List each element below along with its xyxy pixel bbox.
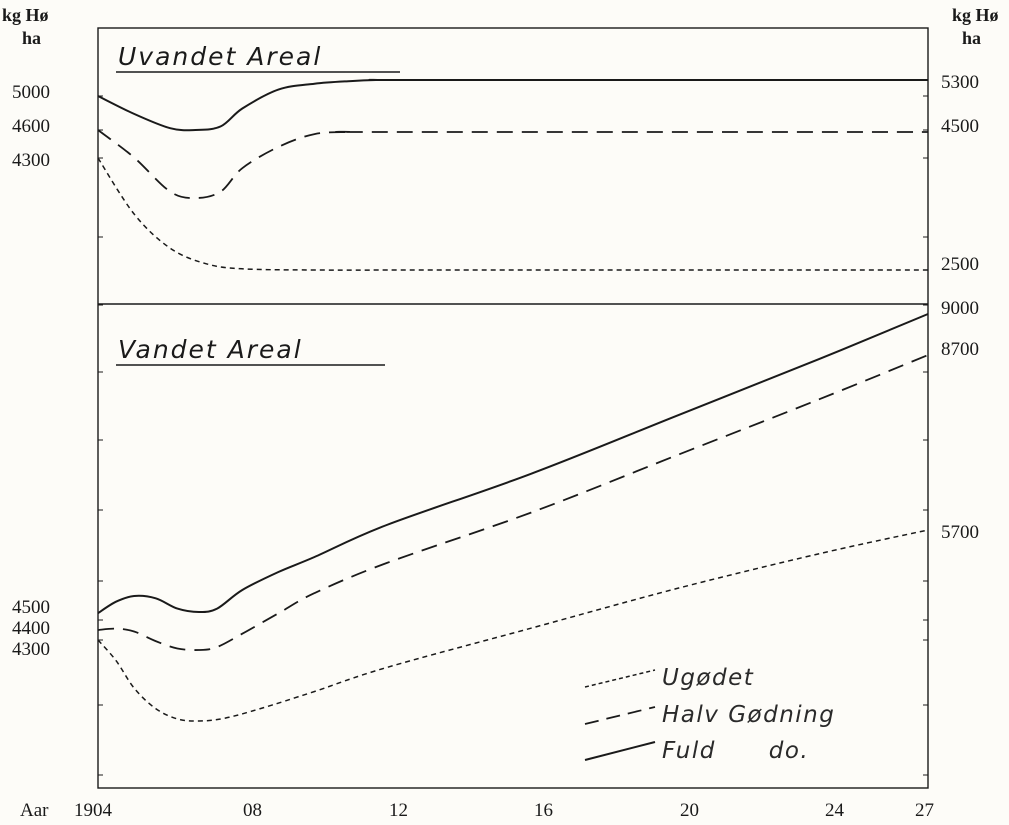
legend-swatch-dot: [584, 669, 656, 688]
left-tick-label: 4600: [12, 116, 50, 137]
left-unit-top: kg Hø: [2, 5, 49, 25]
x-tick-label: 12: [389, 800, 408, 821]
x-tick-label: 27: [915, 800, 934, 821]
left-tick-label: 4400: [12, 618, 50, 639]
top-panel-title: Uvandet Areal: [118, 42, 322, 71]
left-tick-label: 4500: [12, 597, 50, 618]
left-tick-marks: [98, 95, 103, 776]
x-tick-label: 1904: [74, 800, 113, 821]
left-tick-label: 4300: [12, 150, 50, 171]
series-line-bottom-ugodet: [97, 529, 929, 722]
left-tick-label: 4300: [12, 639, 50, 660]
right-unit-top: kg Hø: [952, 5, 999, 25]
series-line-top-halv: [97, 129, 928, 199]
x-tick-label: 24: [825, 800, 845, 821]
legend-swatch-dash: [584, 706, 656, 725]
x-axis-prefix: Aar: [20, 800, 49, 821]
x-tick-label: 16: [534, 800, 553, 821]
right-tick-label: 2500: [941, 254, 979, 275]
right-tick-marks: [923, 95, 928, 776]
series-line-top-fuld: [97, 78, 928, 132]
right-tick-label: 9000: [941, 298, 979, 319]
right-tick-label: 4500: [941, 116, 979, 137]
right-tick-label: 5300: [941, 72, 979, 93]
legend-label-halv: Halv Gødning: [662, 702, 835, 728]
right-tick-label: 5700: [941, 522, 979, 543]
legend-label-ugodet: Ugødet: [662, 665, 754, 691]
legend: Ugødet Halv Gødning Fuld do.: [584, 665, 835, 764]
x-tick-label: 20: [680, 800, 699, 821]
x-tick-label: 08: [243, 800, 262, 821]
bottom-panel-title: Vandet Areal: [118, 335, 303, 364]
series-line-top-ugodet: [97, 157, 928, 271]
right-tick-label: 8700: [941, 339, 979, 360]
series-line-bottom-halv: [97, 354, 929, 651]
right-unit-bottom: ha: [962, 28, 981, 48]
left-tick-label: 5000: [12, 82, 50, 103]
legend-label-fuld: Fuld do.: [662, 738, 809, 764]
series-line-bottom-fuld: [97, 313, 929, 614]
plot-frame: [97, 27, 929, 789]
legend-swatch-solid: [584, 741, 656, 761]
left-unit-bottom: ha: [22, 28, 41, 48]
